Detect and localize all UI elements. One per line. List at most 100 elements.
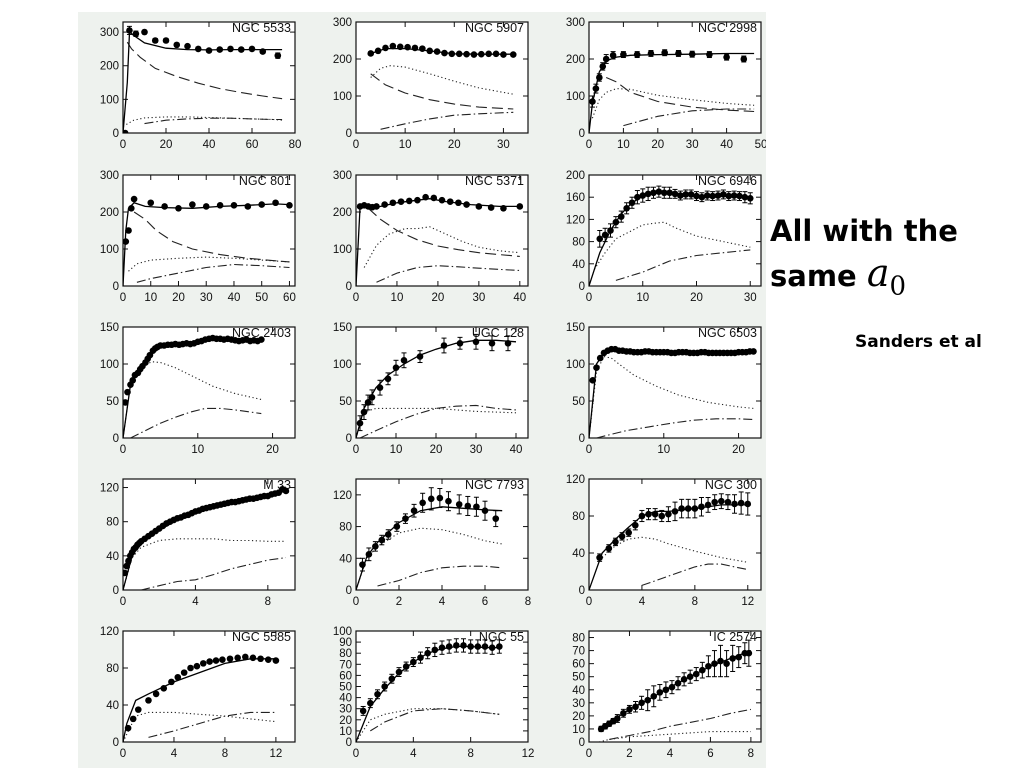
y-tick-label: 50: [572, 396, 585, 408]
galaxy-name: NGC 5585: [232, 630, 291, 644]
data-point: [359, 561, 366, 568]
data-point: [509, 51, 517, 58]
data-point: [628, 199, 636, 207]
data-point: [650, 189, 657, 197]
data-point: [724, 498, 732, 506]
curve-dotted: [589, 355, 754, 438]
data-point: [132, 30, 140, 38]
y-tick-label: 100: [566, 359, 585, 371]
curve-dash-dot: [144, 117, 283, 125]
data-point: [359, 707, 367, 715]
data-point: [244, 203, 252, 210]
y-tick-label: 30: [339, 704, 352, 716]
data-point: [130, 195, 138, 203]
galaxy-name: NGC 300: [705, 478, 757, 492]
curve-dash-dot: [641, 563, 748, 586]
data-point: [438, 644, 446, 651]
data-point: [612, 218, 620, 226]
y-tick-label: 300: [100, 170, 119, 182]
plot-frame: [122, 174, 296, 287]
data-point: [488, 339, 496, 347]
y-tick-label: 0: [346, 128, 352, 140]
y-tick-label: 100: [100, 244, 119, 256]
data-point: [704, 501, 712, 509]
y-tick-label: 90: [339, 637, 352, 649]
data-point: [705, 662, 712, 670]
data-point: [242, 653, 249, 661]
y-tick-label: 50: [339, 396, 352, 408]
y-tick-label: 20: [572, 711, 585, 723]
curve-dotted: [356, 407, 517, 438]
data-point: [500, 51, 507, 58]
y-tick-label: 40: [572, 685, 585, 697]
curve-dotted: [123, 361, 262, 438]
data-point: [453, 642, 460, 649]
data-point: [718, 497, 725, 505]
x-tick-label: 4: [439, 596, 446, 608]
data-point: [402, 663, 410, 670]
x-tick-label: 20: [651, 139, 664, 151]
x-tick-label: 0: [586, 444, 592, 456]
data-point: [448, 50, 456, 58]
credit-text: Sanders et al: [855, 332, 982, 352]
y-tick-label: 120: [566, 474, 585, 486]
y-tick-label: 50: [106, 396, 119, 408]
data-point: [473, 503, 480, 511]
heading-line-1: All with the: [770, 214, 958, 248]
data-point: [168, 678, 175, 686]
data-point: [492, 515, 500, 522]
plot-area: [589, 185, 754, 286]
plot-frame: [355, 174, 529, 287]
y-tick-label: 70: [339, 659, 352, 671]
data-point: [467, 643, 474, 650]
data-point: [219, 656, 226, 663]
data-point: [500, 205, 507, 212]
data-point: [272, 657, 280, 664]
data-point: [400, 357, 408, 364]
data-point: [404, 43, 411, 51]
plot-area: [356, 333, 517, 438]
data-point: [620, 709, 627, 717]
x-tick-label: 30: [744, 292, 757, 304]
data-point: [374, 47, 382, 55]
data-point: [123, 238, 130, 245]
curve-dotted: [598, 731, 751, 742]
x-tick-label: 12: [269, 748, 282, 760]
y-tick-label: 200: [566, 54, 585, 66]
data-point: [692, 670, 700, 678]
data-point: [632, 521, 639, 529]
a0-sub: 0: [889, 271, 907, 302]
data-point: [729, 655, 736, 662]
x-tick-label: 4: [667, 748, 674, 760]
data-point: [123, 562, 130, 570]
data-point: [668, 683, 676, 691]
curve-dash-dot: [609, 708, 752, 740]
x-tick-label: 50: [255, 292, 268, 304]
data-point: [470, 51, 478, 58]
x-tick-label: 40: [228, 292, 241, 304]
data-point: [141, 28, 148, 36]
plot-area: [123, 195, 293, 286]
y-tick-label: 120: [100, 483, 119, 495]
data-point: [504, 339, 512, 347]
data-point: [687, 191, 695, 198]
data-point: [607, 227, 614, 234]
data-point: [445, 643, 453, 650]
data-point: [180, 669, 188, 676]
data-point: [419, 499, 426, 507]
y-tick-label: 150: [100, 322, 119, 334]
data-point: [632, 703, 639, 711]
x-tick-label: 30: [686, 139, 699, 151]
data-point: [634, 193, 641, 201]
data-point: [455, 50, 463, 58]
data-point: [589, 376, 597, 384]
data-point: [481, 643, 489, 650]
y-tick-label: 80: [106, 663, 119, 675]
data-point: [625, 529, 632, 536]
data-point: [711, 498, 718, 506]
curve-dotted: [593, 221, 751, 270]
galaxy-name: NGC 5907: [465, 21, 524, 35]
panel-2: 0 10 20 30 40 50 0 100 200 300 NGC 2998: [566, 17, 766, 151]
data-point: [639, 192, 647, 199]
